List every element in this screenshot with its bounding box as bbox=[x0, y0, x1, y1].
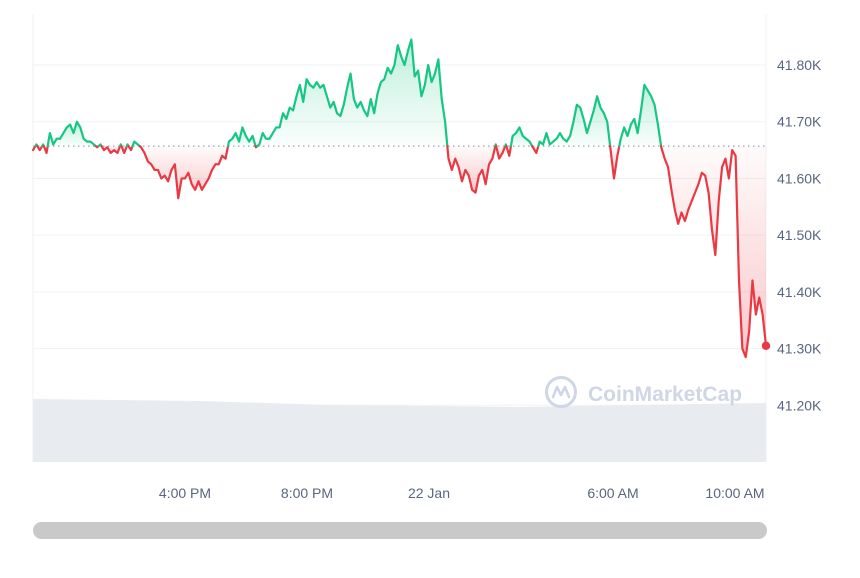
area-below-baseline bbox=[447, 146, 496, 193]
price-line-up-segment bbox=[131, 140, 141, 148]
price-line-series bbox=[31, 38, 768, 359]
x-tick-label: 6:00 AM bbox=[587, 485, 638, 501]
area-above-baseline bbox=[510, 127, 533, 147]
x-tick-label: 10:00 AM bbox=[705, 485, 764, 501]
y-tick-label: 41.70K bbox=[777, 114, 822, 130]
price-line-up-segment bbox=[509, 126, 534, 148]
price-line-down-segment bbox=[36, 145, 44, 152]
y-tick-label: 41.40K bbox=[777, 284, 822, 300]
x-tick-label: 4:00 PM bbox=[159, 485, 211, 501]
coinmarketcap-watermark: CoinMarketCap bbox=[545, 376, 742, 408]
price-line-down-segment bbox=[138, 145, 230, 200]
x-tick-label: 8:00 PM bbox=[281, 485, 333, 501]
price-line-up-segment bbox=[537, 95, 612, 148]
price-fill bbox=[33, 39, 766, 358]
watermark-text: CoinMarketCap bbox=[588, 383, 742, 406]
price-line-down-segment bbox=[42, 145, 49, 155]
price-line-down-segment bbox=[609, 145, 621, 180]
y-tick-label: 41.20K bbox=[777, 397, 822, 413]
price-line-down-segment bbox=[100, 145, 122, 155]
area-below-baseline bbox=[661, 146, 766, 358]
area-below-baseline bbox=[139, 146, 229, 199]
volume-area bbox=[33, 399, 766, 462]
price-line-up-segment bbox=[226, 126, 257, 148]
volume-band bbox=[33, 399, 766, 462]
y-tick-label: 41.60K bbox=[777, 170, 822, 186]
y-tick-label: 41.50K bbox=[777, 227, 822, 243]
x-tick-label: 22 Jan bbox=[408, 485, 450, 501]
coinmarketcap-logo-icon bbox=[545, 376, 577, 408]
price-line-up-segment bbox=[256, 38, 449, 148]
price-line-down-segment bbox=[660, 145, 768, 359]
price-line-down-segment bbox=[446, 145, 497, 194]
price-line-up-segment bbox=[618, 83, 663, 148]
x-axis-ticks: 4:00 PM 8:00 PM 22 Jan 6:00 AM 10:00 AM bbox=[159, 485, 765, 501]
y-axis-ticks: 41.20K 41.30K 41.40K 41.50K 41.60K 41.70K 41.8… bbox=[777, 57, 822, 413]
y-tick-label: 41.30K bbox=[777, 341, 822, 357]
price-line-down-segment bbox=[531, 145, 540, 155]
price-line-down-segment bbox=[495, 145, 507, 160]
last-price-marker bbox=[761, 341, 771, 350]
price-line-down-segment bbox=[505, 145, 513, 157]
time-range-scrollbar[interactable] bbox=[33, 522, 767, 539]
price-line-up-segment bbox=[46, 120, 97, 148]
price-line-down-segment bbox=[127, 145, 134, 152]
y-tick-label: 41.80K bbox=[777, 57, 822, 73]
price-line-down-segment bbox=[120, 145, 129, 155]
